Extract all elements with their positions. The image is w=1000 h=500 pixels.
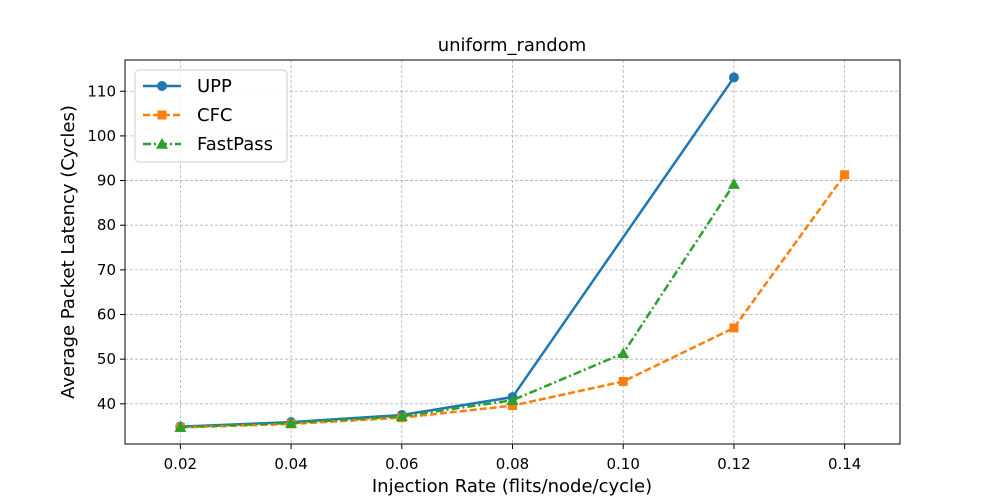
data-point: [727, 178, 740, 189]
data-point: [729, 323, 739, 333]
x-tick-label: 0.10: [607, 455, 640, 473]
data-point: [840, 170, 850, 180]
x-tick-label: 0.14: [828, 455, 861, 473]
x-tick-label: 0.08: [496, 455, 529, 473]
grid-lines: [125, 60, 900, 444]
y-tick-label: 70: [97, 261, 116, 279]
data-point: [728, 72, 739, 83]
series-layer: [174, 72, 850, 432]
legend-label: CFC: [197, 105, 233, 126]
legend-label: FastPass: [197, 134, 273, 155]
data-point: [174, 421, 187, 432]
y-tick-label: 90: [97, 172, 116, 190]
legend: UPP CFC FastPass: [134, 69, 288, 163]
y-tick-label: 60: [97, 306, 116, 324]
data-point: [395, 410, 408, 422]
y-tick-label: 80: [97, 216, 116, 234]
y-tick-label: 100: [87, 127, 116, 145]
y-axis-label: Average Packet Latency (Cycles): [58, 105, 79, 399]
legend-marker: [157, 110, 167, 120]
data-point: [618, 376, 628, 386]
legend-marker: [157, 81, 167, 91]
y-tick-label: 110: [87, 82, 116, 100]
data-point: [506, 394, 519, 406]
y-tick-label: 50: [97, 350, 116, 368]
x-axis-label: Injection Rate (flits/node/cycle): [372, 476, 652, 497]
y-axis-ticks: 40 50 60 70 80 90 100 110: [87, 82, 125, 413]
data-point: [285, 417, 298, 428]
legend-item: CFC: [143, 105, 233, 126]
x-tick-label: 0.12: [717, 455, 750, 473]
legend-item: FastPass: [143, 134, 273, 155]
legend-box: [134, 69, 288, 163]
x-tick-label: 0.04: [274, 455, 307, 473]
x-tick-label: 0.02: [164, 455, 197, 473]
legend-marker: [156, 138, 168, 149]
x-axis-ticks: 0.02 0.04 0.06 0.08 0.10 0.12 0.14: [164, 444, 861, 473]
y-tick-label: 40: [97, 395, 116, 413]
series-fastpass: [174, 178, 740, 432]
data-point: [508, 401, 517, 411]
chart-title: uniform_random: [438, 35, 587, 56]
legend-label: UPP: [197, 76, 232, 97]
legend-item: UPP: [143, 76, 232, 97]
x-tick-label: 0.06: [385, 455, 418, 473]
series-line: [180, 183, 735, 429]
data-point: [617, 347, 630, 359]
